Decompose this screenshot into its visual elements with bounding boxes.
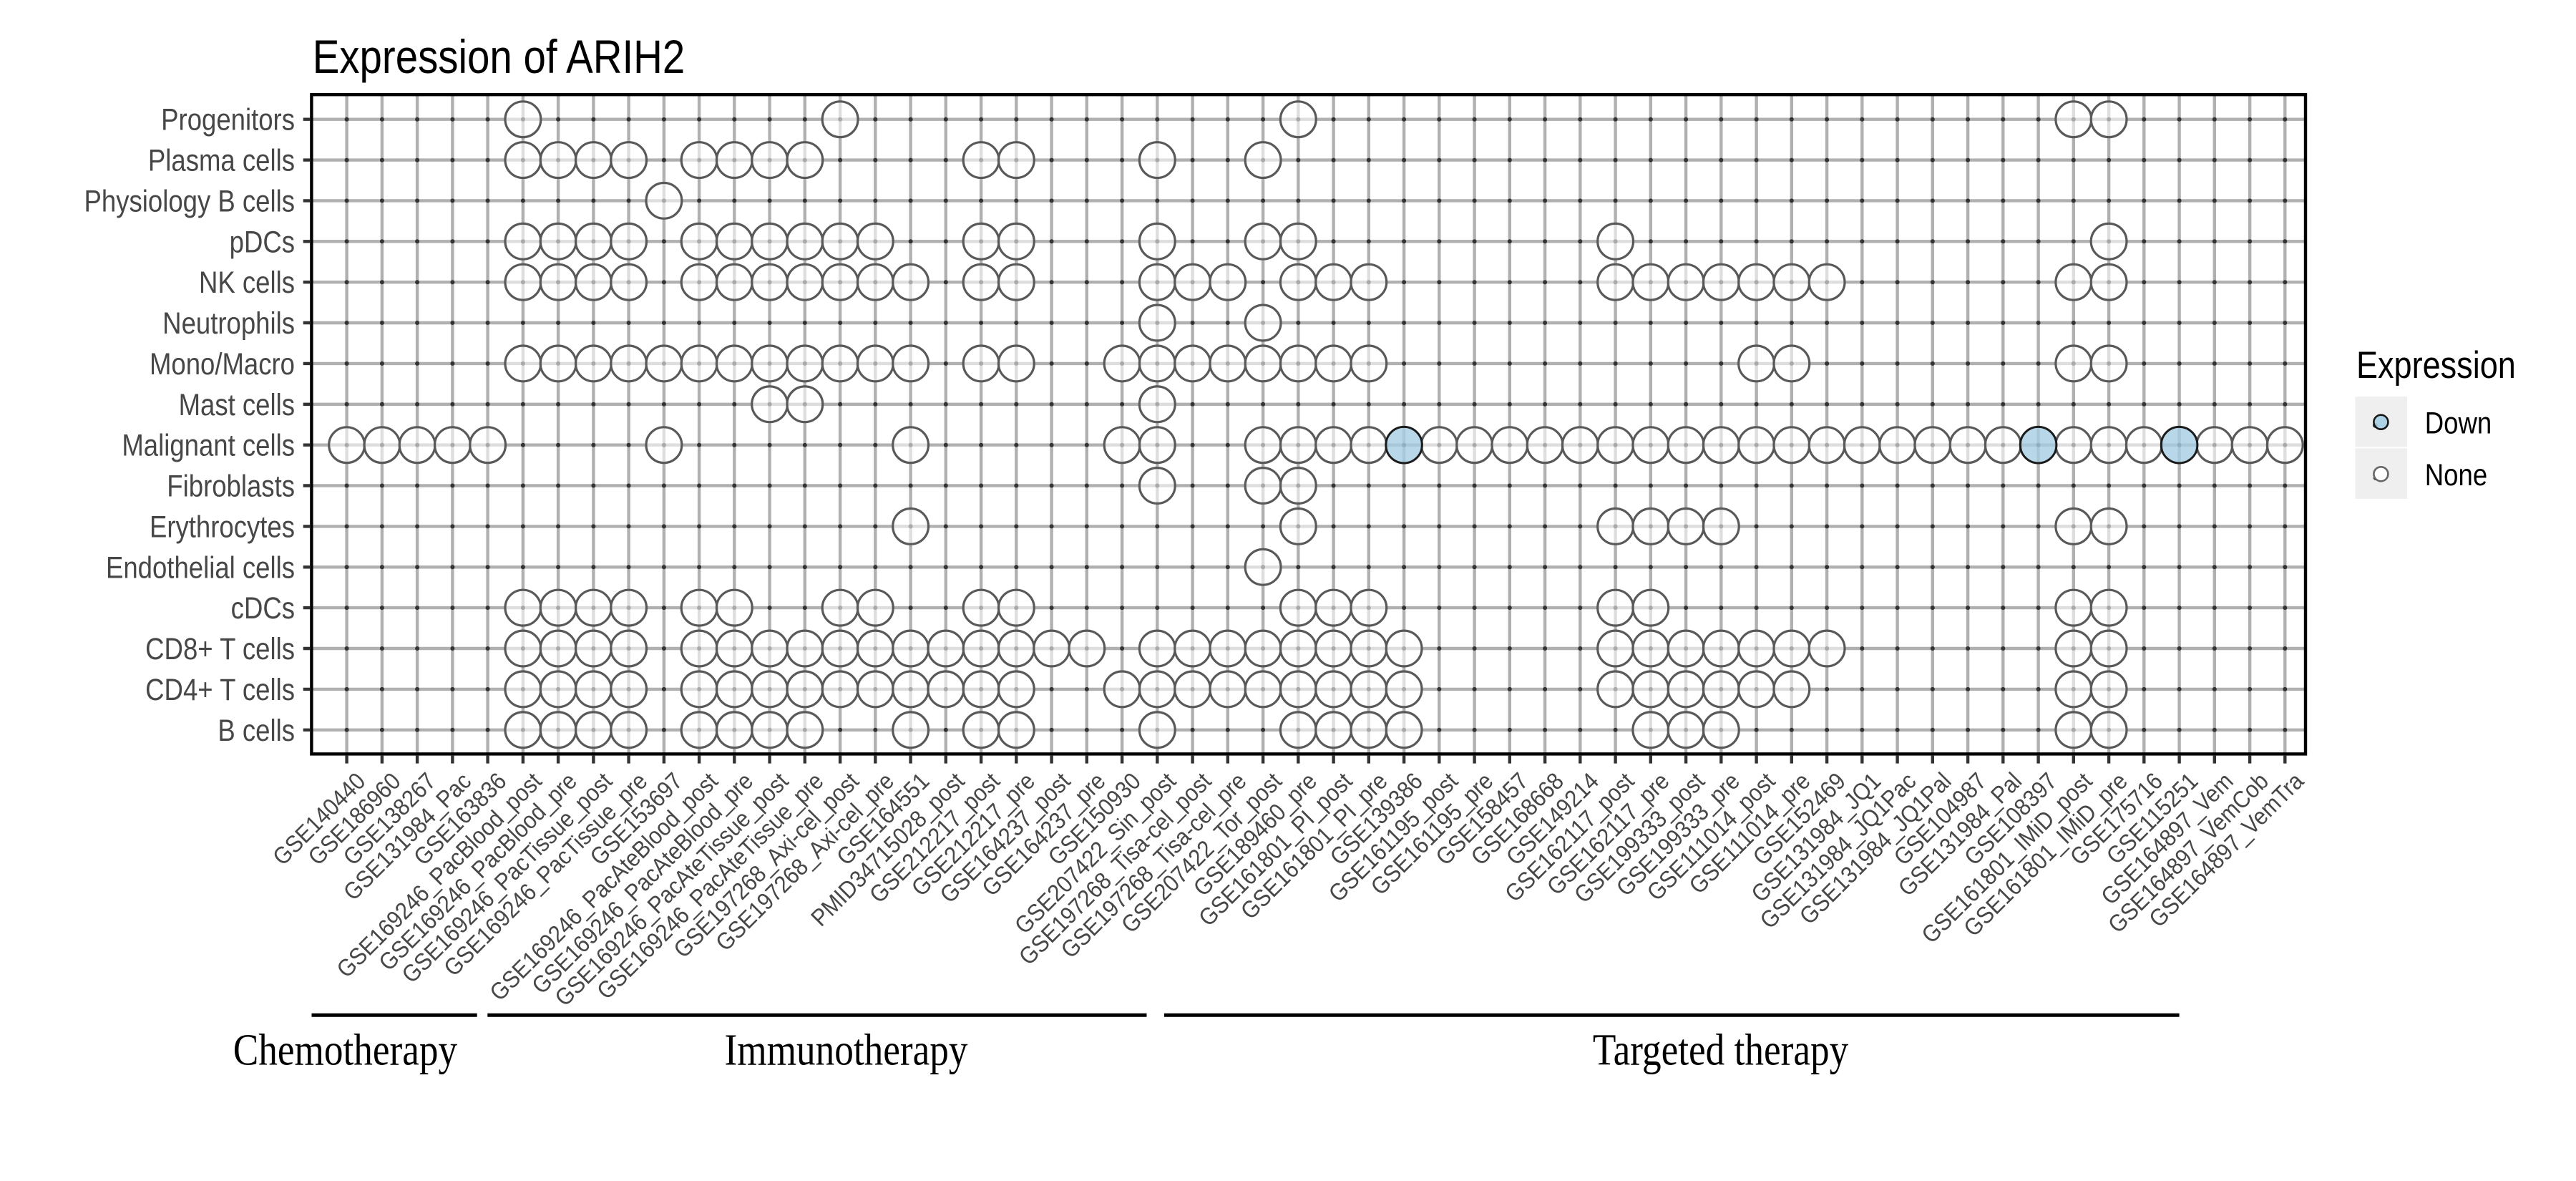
svg-text:Targeted therapy: Targeted therapy bbox=[1593, 1024, 1848, 1074]
svg-text:Endothelial cells: Endothelial cells bbox=[106, 551, 295, 585]
svg-text:Expression: Expression bbox=[2356, 344, 2516, 387]
svg-text:NK cells: NK cells bbox=[199, 266, 295, 299]
svg-text:Malignant cells: Malignant cells bbox=[122, 429, 295, 462]
svg-text:pDCs: pDCs bbox=[230, 225, 295, 259]
svg-text:Mono/Macro: Mono/Macro bbox=[150, 347, 295, 381]
svg-text:Physiology B cells: Physiology B cells bbox=[84, 185, 295, 218]
svg-text:Expression of ARIH2: Expression of ARIH2 bbox=[313, 31, 686, 84]
svg-text:CD4+ T cells: CD4+ T cells bbox=[145, 673, 295, 706]
svg-text:Neutrophils: Neutrophils bbox=[162, 306, 295, 340]
svg-text:Down: Down bbox=[2425, 407, 2492, 440]
svg-text:Plasma cells: Plasma cells bbox=[148, 144, 295, 178]
svg-text:Fibroblasts: Fibroblasts bbox=[167, 470, 295, 503]
svg-text:B cells: B cells bbox=[218, 714, 295, 747]
svg-text:CD8+ T cells: CD8+ T cells bbox=[145, 632, 295, 666]
svg-text:None: None bbox=[2425, 458, 2487, 492]
svg-text:Progenitors: Progenitors bbox=[161, 103, 295, 137]
svg-text:Immunotherapy: Immunotherapy bbox=[725, 1024, 968, 1074]
svg-text:Mast cells: Mast cells bbox=[179, 388, 295, 422]
svg-text:Erythrocytes: Erythrocytes bbox=[150, 510, 295, 544]
svg-text:cDCs: cDCs bbox=[231, 591, 295, 625]
svg-text:Chemotherapy: Chemotherapy bbox=[233, 1024, 457, 1074]
